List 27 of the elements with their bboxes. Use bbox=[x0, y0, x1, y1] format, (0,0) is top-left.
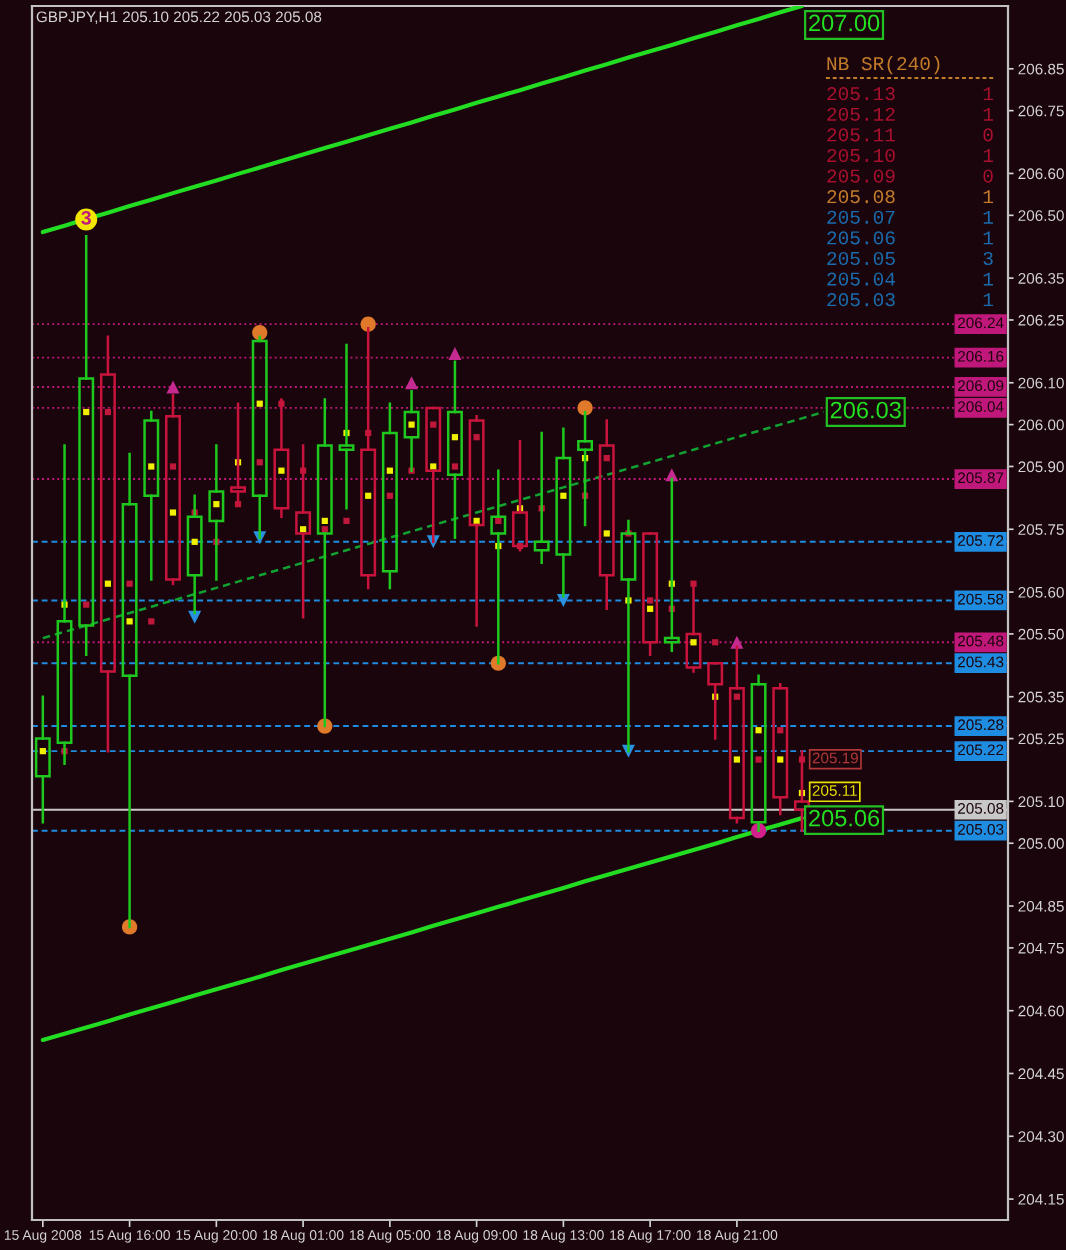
annotation: 1 bbox=[983, 210, 994, 224]
annotation: 205.06 bbox=[809, 809, 880, 827]
annotation: 1 bbox=[983, 272, 994, 286]
annotation: 205.04 bbox=[827, 272, 895, 286]
annotation: 205.12 bbox=[827, 107, 895, 121]
annotation: 1 bbox=[983, 87, 994, 101]
annotation: NB SR(240) bbox=[827, 56, 940, 75]
annotation: 0 bbox=[983, 169, 993, 183]
annotation: 1 bbox=[983, 107, 994, 121]
annotation: 205.09 bbox=[827, 169, 895, 183]
annotation: 206.03 bbox=[830, 401, 901, 419]
annotation: 205.11 bbox=[827, 128, 896, 142]
annotation: 1 bbox=[983, 293, 994, 307]
annotation: 1 bbox=[983, 149, 994, 162]
annotation: 1 bbox=[983, 190, 994, 204]
annotation: 3 bbox=[983, 251, 993, 266]
annotation: 205.03 bbox=[827, 293, 895, 307]
annotation: 205.13 bbox=[827, 87, 895, 101]
annotation: 0 bbox=[983, 128, 993, 142]
annotation: 205.05 bbox=[827, 251, 895, 266]
annotation: 3 bbox=[81, 210, 91, 225]
annotation: 207.00 bbox=[809, 14, 880, 32]
annotation: 205.06 bbox=[827, 231, 895, 245]
annotation: 205.08 bbox=[827, 190, 895, 204]
annotation: 1 bbox=[983, 231, 994, 245]
annotation: 205.10 bbox=[827, 148, 895, 163]
annotation: 205.07 bbox=[827, 210, 895, 224]
